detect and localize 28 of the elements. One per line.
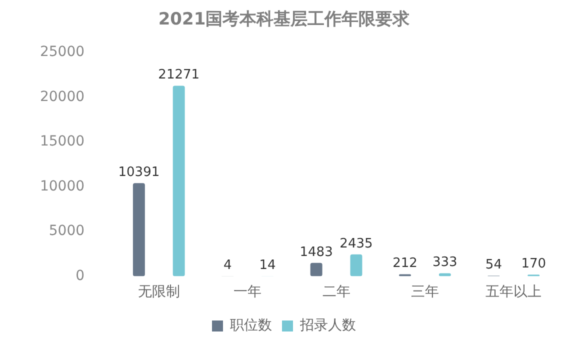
y-tick-label: 5000 (48, 223, 85, 240)
x-tick-label: 五年以上 (486, 284, 542, 300)
data-label: 212 (392, 256, 418, 272)
data-label: 14 (259, 258, 276, 273)
x-tick-label: 二年 (322, 284, 350, 300)
legend-label: 职位数 (230, 318, 272, 334)
y-tick-label: 15000 (40, 134, 85, 150)
data-label: 333 (432, 255, 458, 270)
bar (132, 183, 145, 276)
legend-label: 招录人数 (299, 318, 356, 334)
data-label: 21271 (158, 68, 200, 83)
chart-title: 2021国考本科基层工作年限要求 (158, 10, 411, 30)
data-label: 1483 (300, 244, 333, 260)
y-tick-label: 20000 (40, 88, 85, 105)
data-label: 54 (485, 258, 502, 273)
y-tick-label: 25000 (40, 44, 85, 60)
bar (172, 86, 185, 276)
x-tick-label: 三年 (410, 284, 439, 300)
data-label: 170 (521, 256, 546, 272)
data-label: 2435 (340, 236, 373, 252)
bar (310, 262, 322, 276)
y-tick-label: 10000 (40, 178, 85, 194)
bar (350, 254, 362, 276)
x-tick-label: 无限制 (138, 284, 180, 300)
data-label: 4 (223, 258, 232, 274)
y-tick-label: 0 (76, 268, 85, 284)
x-tick-label: 一年 (234, 284, 262, 300)
data-label: 10391 (118, 165, 160, 180)
